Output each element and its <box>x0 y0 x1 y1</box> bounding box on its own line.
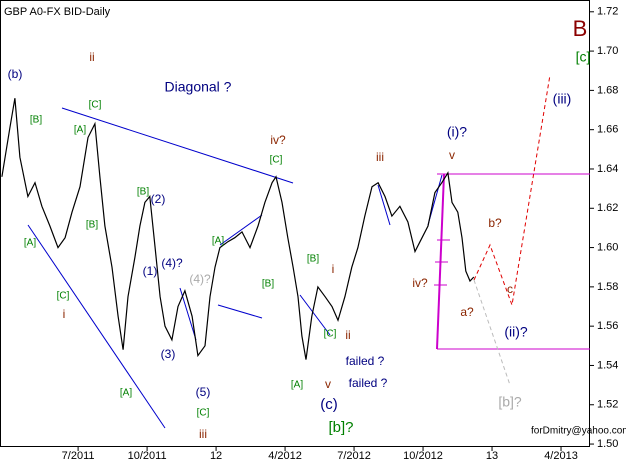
trend-line <box>27 224 166 429</box>
trend-line <box>219 214 263 246</box>
x-tick-label: 4/2013 <box>544 450 578 462</box>
watermark: forDmitry@yahoo.com <box>531 426 626 437</box>
annotation: failed ? <box>349 376 388 390</box>
wave-lines <box>27 107 443 429</box>
trend-line <box>377 184 391 226</box>
annotation: iii <box>376 150 384 164</box>
annotation: v <box>449 148 455 162</box>
annotation: [b]? <box>328 419 353 436</box>
annotation: v <box>325 377 331 391</box>
x-tick-label: 10/2011 <box>128 450 167 462</box>
annotation: i <box>332 262 335 276</box>
annotation: [c] <box>576 49 591 65</box>
annotation: (5) <box>196 385 211 399</box>
y-tick-label: 1.60 <box>597 241 618 253</box>
y-tick-label: 1.64 <box>597 163 618 175</box>
chart-title: GBP A0-FX BID-Daily <box>4 6 111 18</box>
y-tick-label: 1.58 <box>597 281 618 293</box>
annotation: b? <box>488 216 502 230</box>
annotation: (c) <box>320 396 338 413</box>
annotation: [A] <box>120 388 132 399</box>
annotation: [B] <box>137 187 149 198</box>
annotation: [B] <box>262 279 274 290</box>
annotation: [b]? <box>498 394 522 410</box>
y-tick-label: 1.62 <box>597 202 618 214</box>
annotation: (2) <box>151 192 166 206</box>
annotation: [B] <box>30 115 42 126</box>
x-tick-label: 12 <box>210 450 222 462</box>
annotation: [A] <box>212 236 224 247</box>
annotation: Diagonal ? <box>165 79 232 95</box>
target-box <box>434 173 590 350</box>
annotation: [A] <box>24 238 36 249</box>
alt-projection <box>473 279 511 386</box>
annotation: [B] <box>86 220 98 231</box>
annotation: iv? <box>270 133 286 147</box>
x-tick-label: 10/2012 <box>403 450 443 462</box>
annotation: (3) <box>161 347 176 361</box>
trend-line <box>217 304 263 319</box>
annotation: failed ? <box>346 354 385 368</box>
annotation: [A] <box>74 125 86 136</box>
plot-frame <box>0 0 590 447</box>
annotation: (iii) <box>553 91 572 107</box>
y-tick-label: 1.56 <box>597 320 618 332</box>
projection <box>473 74 551 307</box>
trend-line <box>61 107 294 184</box>
y-tick-label: 1.68 <box>597 84 618 96</box>
annotation: ii <box>89 50 94 64</box>
annotation: iv? <box>412 276 428 290</box>
price-line <box>1 98 475 360</box>
x-tick-label: 4/2012 <box>268 450 302 462</box>
y-tick-label: 1.50 <box>597 438 618 450</box>
annotation: a? <box>460 305 474 319</box>
annotation: [C] <box>57 291 70 302</box>
annotation: [B] <box>307 254 319 265</box>
annotation: B <box>573 16 588 41</box>
annotation: (4)? <box>189 272 211 286</box>
y-tick-label: 1.52 <box>597 399 618 411</box>
annotation: [C] <box>197 408 210 419</box>
trend-line <box>299 294 331 336</box>
y-tick-label: 1.54 <box>597 359 618 371</box>
x-tick-label: 13 <box>486 450 498 462</box>
annotation: i <box>63 307 66 321</box>
x-tick-label: 7/2012 <box>337 450 371 462</box>
annotation: (i)? <box>447 124 467 140</box>
y-tick-label: 1.72 <box>597 6 618 18</box>
annotation: (1) <box>143 264 158 278</box>
annotation: iii <box>199 427 207 441</box>
annotation: [C] <box>324 329 337 340</box>
annotation: c <box>507 282 513 296</box>
annotation: (b) <box>8 67 23 81</box>
annotation: [C] <box>270 155 283 166</box>
y-tick-label: 1.66 <box>597 124 618 136</box>
annotation: [A] <box>291 380 303 391</box>
annotation: ii <box>345 328 350 342</box>
annotation: [C] <box>89 100 102 111</box>
annotation: (4)? <box>161 256 183 270</box>
annotation: (ii)? <box>504 324 528 340</box>
x-tick-label: 7/2011 <box>62 450 95 462</box>
y-tick-label: 1.70 <box>597 45 618 57</box>
